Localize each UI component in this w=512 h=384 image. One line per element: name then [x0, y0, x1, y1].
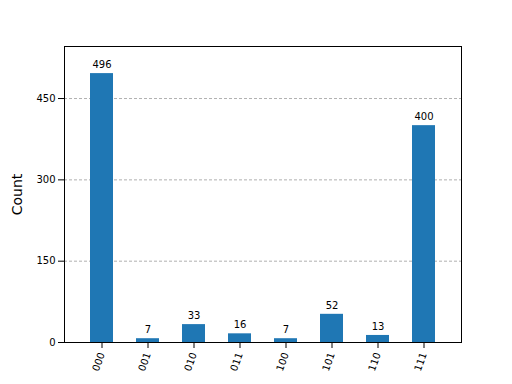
svg-text:101: 101 [320, 351, 337, 373]
svg-text:300: 300 [36, 174, 55, 185]
svg-text:450: 450 [36, 93, 55, 104]
svg-text:52: 52 [326, 300, 339, 311]
svg-text:13: 13 [372, 321, 385, 332]
svg-text:0: 0 [49, 337, 55, 348]
svg-text:7: 7 [145, 324, 151, 335]
svg-text:110: 110 [366, 351, 383, 373]
svg-text:150: 150 [36, 255, 55, 266]
svg-text:400: 400 [414, 111, 433, 122]
svg-text:Count: Count [9, 173, 25, 215]
svg-text:100: 100 [274, 351, 291, 373]
svg-text:16: 16 [234, 319, 247, 330]
svg-text:010: 010 [182, 351, 199, 373]
svg-text:011: 011 [228, 351, 245, 373]
svg-text:111: 111 [412, 351, 429, 373]
svg-text:7: 7 [283, 324, 289, 335]
svg-text:496: 496 [92, 59, 111, 70]
svg-text:33: 33 [188, 310, 201, 321]
svg-text:000: 000 [90, 351, 107, 373]
svg-text:001: 001 [136, 351, 153, 373]
